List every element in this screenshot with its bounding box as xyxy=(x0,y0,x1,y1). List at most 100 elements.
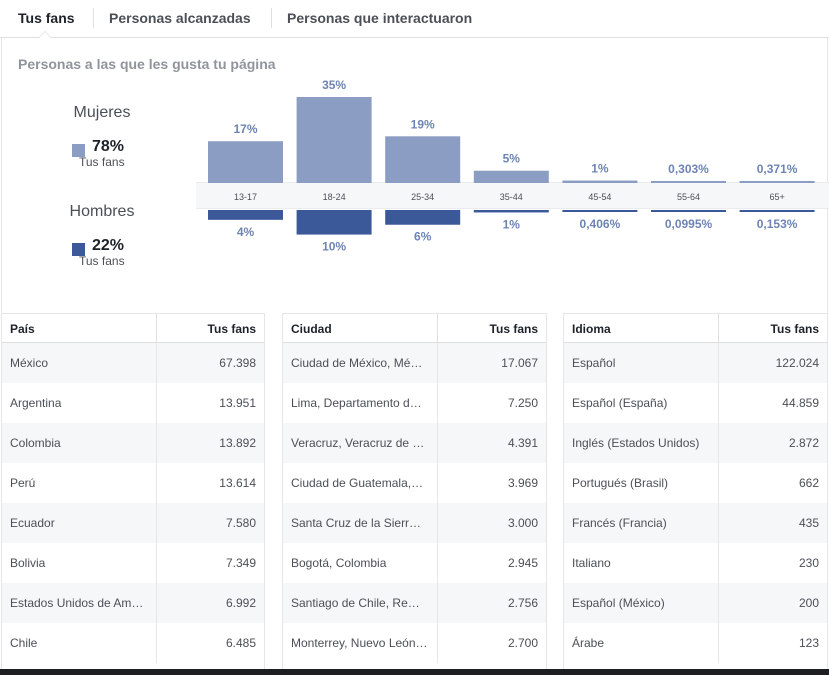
legend-women-label: Mujeres xyxy=(73,104,131,121)
fans-demographics-panel: Personas a las que les gusta tu página M… xyxy=(1,38,829,313)
bar-label-men-55-64: 0,0995% xyxy=(665,217,713,231)
table-row: Argentina 13.951 xyxy=(2,383,264,423)
bar-men-65+ xyxy=(739,210,815,212)
bar-label-women-65+: 0,371% xyxy=(757,162,798,176)
bar-label-women-13-17: 17% xyxy=(233,122,257,136)
column-divider xyxy=(156,463,157,503)
row-label: Monterrey, Nuevo León… xyxy=(291,636,428,650)
row-label: Bolivia xyxy=(10,556,46,570)
bar-men-13-17 xyxy=(208,210,283,220)
column-divider xyxy=(437,623,438,663)
column-divider xyxy=(718,503,719,543)
column-header-fans[interactable]: Tus fans xyxy=(207,322,256,336)
bar-label-men-45-54: 0,406% xyxy=(580,217,621,231)
table-row: Ciudad de México, Mé… 17.067 xyxy=(283,343,546,383)
table-row: Italiano 230 xyxy=(564,543,827,583)
table-header: Idioma Tus fans xyxy=(564,313,827,344)
row-label: Bogotá, Colombia xyxy=(291,556,387,570)
column-header-fans[interactable]: Tus fans xyxy=(489,322,538,336)
row-value: 7.349 xyxy=(225,556,256,570)
row-value: 3.000 xyxy=(507,516,538,530)
table-header: Ciudad Tus fans xyxy=(283,313,546,344)
column-header-label[interactable]: Idioma xyxy=(572,322,611,336)
column-divider xyxy=(156,623,157,663)
column-divider xyxy=(718,543,719,583)
row-value: 13.614 xyxy=(219,476,256,490)
row-label: Ecuador xyxy=(10,516,55,530)
tab-divider xyxy=(93,8,94,28)
row-value: 17.067 xyxy=(501,356,538,370)
row-value: 4.391 xyxy=(507,436,538,450)
column-divider xyxy=(156,343,157,383)
row-label: Español (México) xyxy=(572,596,665,610)
row-label: Chile xyxy=(10,636,38,650)
table-row: Español 122.024 xyxy=(564,343,827,383)
table-header: País Tus fans xyxy=(2,313,264,344)
column-header-fans[interactable]: Tus fans xyxy=(770,322,819,336)
legend-men-swatch xyxy=(72,243,85,256)
row-label: Francés (Francia) xyxy=(572,516,667,530)
row-label: Lima, Departamento d… xyxy=(291,396,422,410)
row-value: 7.250 xyxy=(507,396,538,410)
bar-men-45-54 xyxy=(562,210,638,212)
legend-women-pct: 78% xyxy=(92,138,125,155)
table-row: Bogotá, Colombia 2.945 xyxy=(283,543,546,583)
bar-label-men-25-34: 6% xyxy=(414,230,432,244)
table-row: Español (México) 200 xyxy=(564,583,827,623)
active-tab-caret xyxy=(38,31,52,38)
country-table: País Tus fans México 67.398 Argentina 13.951 C… xyxy=(1,313,265,675)
legend-men-sub: Tus fans xyxy=(79,254,125,268)
tab-personas-alcanzadas[interactable]: Personas alcanzadas xyxy=(109,10,251,26)
table-row: Bolivia 7.349 xyxy=(2,543,264,583)
column-divider xyxy=(156,583,157,623)
tab-personas-interactuaron[interactable]: Personas que interactuaron xyxy=(287,10,473,26)
bar-label-women-55-64: 0,303% xyxy=(668,162,709,176)
row-value: 123 xyxy=(798,636,819,650)
age-gender-bar-chart: 17% 13-17 4% 35% 18-24 10% 19% 25-34 6% 5% 35-44 1%… xyxy=(208,78,815,254)
bar-label-women-35-44: 5% xyxy=(503,152,521,166)
row-label: México xyxy=(10,356,49,370)
bar-women-65+ xyxy=(739,181,815,183)
legend-men-pct: 22% xyxy=(92,237,125,254)
column-divider xyxy=(718,463,719,503)
row-value: 200 xyxy=(798,596,819,610)
column-divider xyxy=(437,314,438,344)
city-table: Ciudad Tus fans Ciudad de México, Mé… 17.06… xyxy=(282,313,547,675)
row-value: 435 xyxy=(798,516,819,530)
tick-label-65+: 65+ xyxy=(769,192,784,202)
row-label: Portugués (Brasil) xyxy=(572,476,669,490)
bottom-strip xyxy=(0,669,829,675)
bar-label-women-45-54: 1% xyxy=(591,162,609,176)
table-row: Español (España) 44.859 xyxy=(564,383,827,423)
tab-divider xyxy=(271,8,272,28)
bar-women-45-54 xyxy=(562,180,638,183)
column-header-label[interactable]: País xyxy=(10,322,35,336)
row-label: Inglés (Estados Unidos) xyxy=(572,436,700,450)
table-row: Inglés (Estados Unidos) 2.872 xyxy=(564,423,827,463)
row-value: 2.945 xyxy=(507,556,538,570)
tick-label-55-64: 55-64 xyxy=(677,192,700,202)
table-row: Árabe 123 xyxy=(564,623,827,663)
table-row: México 67.398 xyxy=(2,343,264,383)
bar-label-men-18-24: 10% xyxy=(322,240,346,254)
table-row: Ecuador 7.580 xyxy=(2,503,264,543)
row-value: 2.700 xyxy=(507,636,538,650)
tick-label-18-24: 18-24 xyxy=(323,192,346,202)
column-divider xyxy=(437,503,438,543)
column-divider xyxy=(437,463,438,503)
fans-tables: País Tus fans México 67.398 Argentina 13.951 C… xyxy=(0,313,829,675)
table-row: Colombia 13.892 xyxy=(2,423,264,463)
row-label: Estados Unidos de Am… xyxy=(10,596,144,610)
tab-tus-fans[interactable]: Tus fans xyxy=(18,10,75,26)
row-value: 122.024 xyxy=(775,356,819,370)
table-row: Portugués (Brasil) 662 xyxy=(564,463,827,503)
column-divider xyxy=(156,314,157,344)
row-value: 6.485 xyxy=(225,636,256,650)
bar-women-18-24 xyxy=(296,97,372,183)
row-value: 662 xyxy=(798,476,819,490)
legend-women-swatch xyxy=(72,144,85,157)
table-row: Santiago de Chile, Re… 2.756 xyxy=(283,583,546,623)
column-divider xyxy=(156,423,157,463)
table-row: Chile 6.485 xyxy=(2,623,264,663)
column-header-label[interactable]: Ciudad xyxy=(291,322,332,336)
